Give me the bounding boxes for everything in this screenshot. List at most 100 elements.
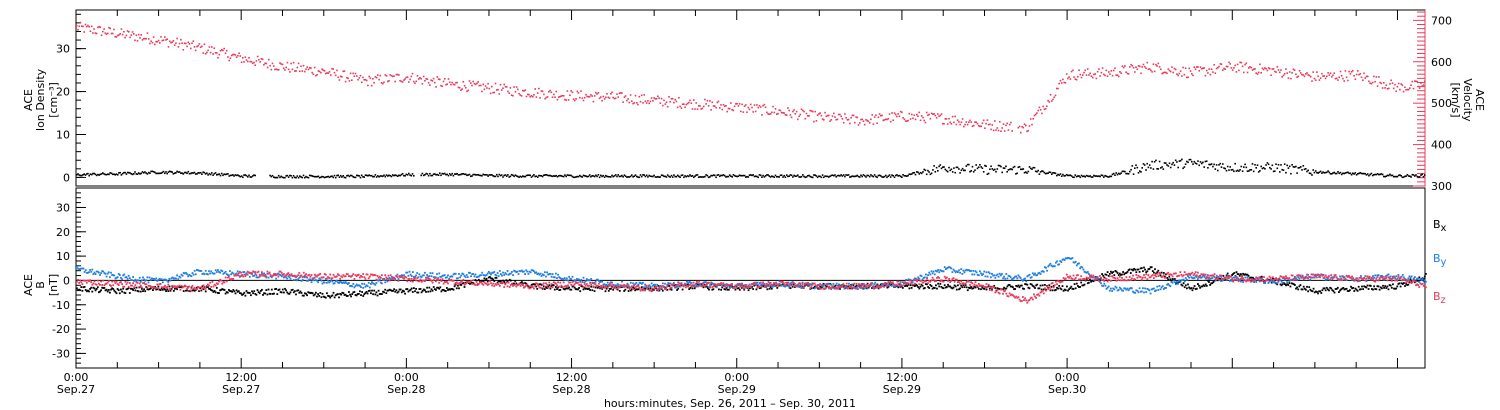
velocity-point [693,99,695,101]
by-point [1302,278,1305,281]
bx-point [1010,285,1013,288]
density-point [627,176,629,178]
density-point [1074,174,1077,176]
density-point [643,174,645,176]
velocity-point [1095,77,1098,80]
top-y2tick-label: 300 [1431,180,1452,193]
by-point [1111,290,1113,292]
by-point [1052,265,1055,268]
bx-point [1220,279,1222,282]
density-point [1085,174,1088,177]
bx-point [220,288,223,291]
velocity-point [555,90,557,93]
velocity-point [961,118,964,120]
by-point [986,275,989,278]
velocity-point [606,93,608,95]
by-point [221,270,224,272]
by-point [1195,276,1198,278]
by-point [110,271,112,274]
by-point [217,269,219,271]
by-point [563,277,566,279]
velocity-point [914,118,917,121]
bx-point [887,285,890,288]
density-point [892,175,894,177]
by-point [266,272,269,275]
density-point [151,170,154,173]
by-point [604,284,607,286]
by-point [443,274,446,277]
by-point [947,266,949,269]
by-point [607,283,610,286]
by-point [783,285,785,287]
velocity-point [258,58,260,61]
bx-point [1332,290,1335,292]
by-point [333,282,336,285]
velocity-point [684,106,686,109]
velocity-point [754,110,757,113]
by-point [1007,274,1010,277]
bx-point [998,288,1001,290]
bx-point [861,283,863,286]
density-point [1091,176,1094,178]
velocity-point [1402,90,1405,93]
density-point [891,174,893,176]
bx-point [198,290,200,292]
velocity-point [707,105,710,107]
velocity-point [751,106,753,109]
by-point [99,274,101,276]
velocity-point [491,85,493,88]
by-point [1158,285,1161,287]
by-point [818,284,820,287]
by-point [942,270,945,273]
velocity-point [107,32,109,35]
density-point [728,174,731,176]
velocity-point [1218,65,1220,68]
bz-point [321,276,324,279]
bx-point [1328,289,1330,292]
density-point [754,175,757,177]
bx-point [559,289,562,291]
bx-point [396,291,399,294]
density-point [198,172,201,174]
density-point [1362,172,1364,175]
by-point [634,283,637,285]
density-point [1331,173,1333,175]
density-point [1316,171,1318,174]
by-point [1037,272,1040,275]
bx-point [667,284,670,287]
bx-point [1121,273,1123,276]
by-point [1022,279,1024,282]
bx-point [718,288,720,291]
by-point [80,267,83,270]
velocity-point [486,87,488,89]
by-point [116,276,119,278]
bx-point [76,287,78,290]
density-point [961,167,964,170]
by-point [1290,279,1293,281]
by-point [208,270,210,273]
bx-point [166,288,169,291]
bx-point [317,293,319,295]
by-point [212,272,215,275]
bx-point [485,277,488,280]
velocity-point [792,110,794,113]
bx-point [78,288,80,291]
density-point [636,175,638,178]
density-point [1255,167,1257,169]
by-point [244,273,247,276]
by-point [1376,274,1379,277]
density-point [602,174,605,177]
bx-point [1232,273,1235,275]
density-point [778,176,780,178]
by-point [628,286,631,289]
velocity-point [1062,78,1064,81]
velocity-point [1091,76,1094,79]
velocity-point [600,96,602,98]
by-point [1276,282,1279,285]
density-point [623,174,626,176]
velocity-point [564,98,566,101]
bx-point [953,284,956,287]
by-point [922,277,925,279]
by-point [699,283,702,286]
bx-point [1193,285,1196,287]
